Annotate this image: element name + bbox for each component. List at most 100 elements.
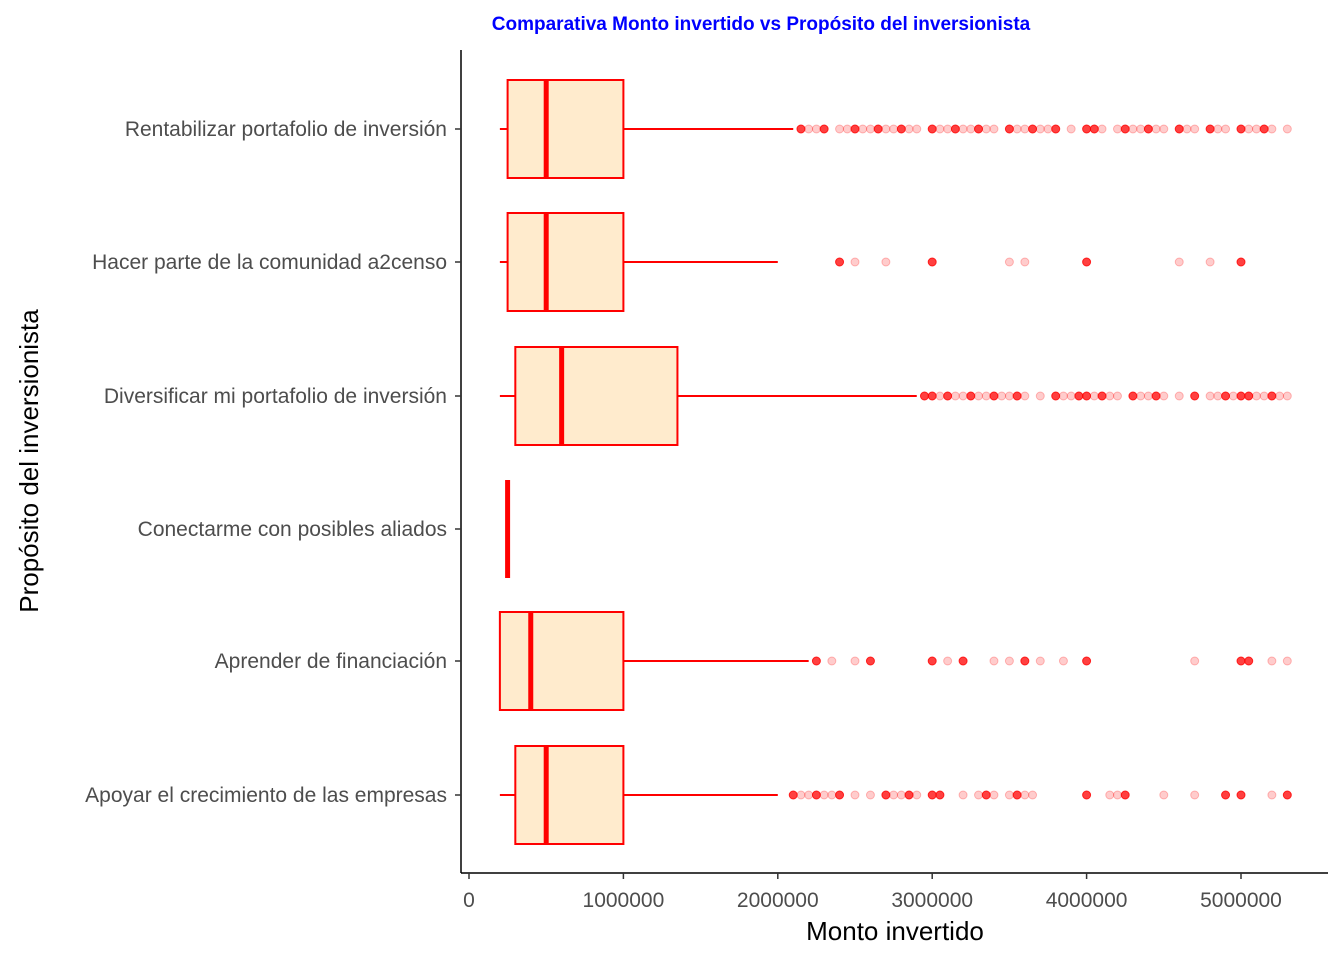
outlier-point (1236, 656, 1246, 666)
outlier-point (1282, 656, 1292, 666)
outlier-point (943, 656, 953, 666)
outlier-point (966, 124, 976, 134)
outlier-point (1066, 391, 1076, 401)
box-group (499, 212, 1246, 312)
outlier-point (1205, 391, 1215, 401)
outlier-point (1244, 124, 1254, 134)
outlier-point (1213, 124, 1223, 134)
box-group (499, 79, 1292, 179)
outlier-point (1035, 391, 1045, 401)
outlier-point (974, 790, 984, 800)
outlier-point (1066, 124, 1076, 134)
outlier-point (865, 790, 875, 800)
outlier-point (1128, 391, 1138, 401)
box-rect (506, 212, 625, 312)
outlier-point (1020, 790, 1030, 800)
y-axis-ticks: Rentabilizar portafolio de inversión Hace… (85, 118, 461, 807)
outlier-point (904, 790, 914, 800)
outlier-point (1043, 124, 1053, 134)
outlier-point (989, 391, 999, 401)
outlier-point (1051, 391, 1061, 401)
outlier-point (1058, 656, 1068, 666)
outlier-point (1020, 391, 1030, 401)
outlier-point (804, 790, 814, 800)
outlier-point (1128, 124, 1138, 134)
outlier-point (1282, 391, 1292, 401)
outlier-point (935, 124, 945, 134)
outlier-point (1267, 391, 1277, 401)
outlier-point (989, 790, 999, 800)
outlier-point (858, 124, 868, 134)
outlier-point (1143, 124, 1153, 134)
outlier-point (927, 391, 937, 401)
outlier-point (881, 790, 891, 800)
outlier-point (974, 124, 984, 134)
outlier-point (811, 124, 821, 134)
outlier-point (927, 124, 937, 134)
outlier-point (1136, 391, 1146, 401)
outlier-point (842, 124, 852, 134)
outlier-point (804, 124, 814, 134)
outlier-point (927, 656, 937, 666)
y-tick-label: Aprender de financiación (215, 650, 447, 673)
outlier-point (1082, 257, 1092, 267)
outlier-point (1020, 656, 1030, 666)
outlier-point (819, 790, 829, 800)
outlier-point (865, 124, 875, 134)
outlier-point (1035, 656, 1045, 666)
outlier-point (958, 656, 968, 666)
outlier-point (989, 656, 999, 666)
outlier-point (1020, 257, 1030, 267)
outlier-point (889, 124, 899, 134)
outlier-point (1012, 391, 1022, 401)
box-rect (514, 745, 625, 845)
box-rect (498, 611, 625, 711)
outlier-point (889, 790, 899, 800)
outlier-point (1136, 124, 1146, 134)
outlier-point (1228, 391, 1238, 401)
box-group (499, 745, 1292, 845)
x-tick-label: 4000000 (1046, 889, 1128, 912)
outlier-point (950, 124, 960, 134)
outlier-point (1120, 790, 1130, 800)
outlier-point (927, 790, 937, 800)
outlier-point (1028, 790, 1038, 800)
outlier-point (835, 257, 845, 267)
outlier-point (1012, 790, 1022, 800)
outlier-point (1236, 790, 1246, 800)
outlier-point (850, 790, 860, 800)
outlier-point (981, 391, 991, 401)
outlier-point (1151, 391, 1161, 401)
outlier-point (1275, 391, 1285, 401)
outlier-point (1213, 391, 1223, 401)
box-group (498, 611, 1292, 711)
outlier-point (1190, 656, 1200, 666)
chart-title: Comparativa Monto invertido vs Propósito… (492, 14, 1031, 35)
outlier-point (1267, 790, 1277, 800)
outlier-point (1259, 391, 1269, 401)
outlier-point (958, 391, 968, 401)
outlier-point (1159, 790, 1169, 800)
outlier-point (1143, 391, 1153, 401)
outlier-point (1221, 790, 1231, 800)
outlier-point (1028, 124, 1038, 134)
outlier-point (1105, 790, 1115, 800)
y-tick-label: Rentabilizar portafolio de inversión (125, 118, 447, 141)
outlier-point (1051, 124, 1061, 134)
outlier-point (1267, 124, 1277, 134)
outlier-point (1089, 391, 1099, 401)
outlier-point (1174, 391, 1184, 401)
outlier-point (811, 656, 821, 666)
outlier-point (873, 124, 883, 134)
x-axis-ticks: 0 1000000 2000000 3000000 4000000 5000000 (463, 873, 1282, 912)
outlier-point (1020, 124, 1030, 134)
outlier-point (1082, 124, 1092, 134)
outlier-point (850, 124, 860, 134)
y-tick-label: Diversificar mi portafolio de inversión (104, 385, 447, 408)
x-tick-label: 5000000 (1200, 889, 1282, 912)
y-tick-label: Conectarme con posibles aliados (138, 518, 447, 541)
outlier-point (1236, 391, 1246, 401)
outlier-point (1251, 124, 1261, 134)
outlier-point (1112, 391, 1122, 401)
